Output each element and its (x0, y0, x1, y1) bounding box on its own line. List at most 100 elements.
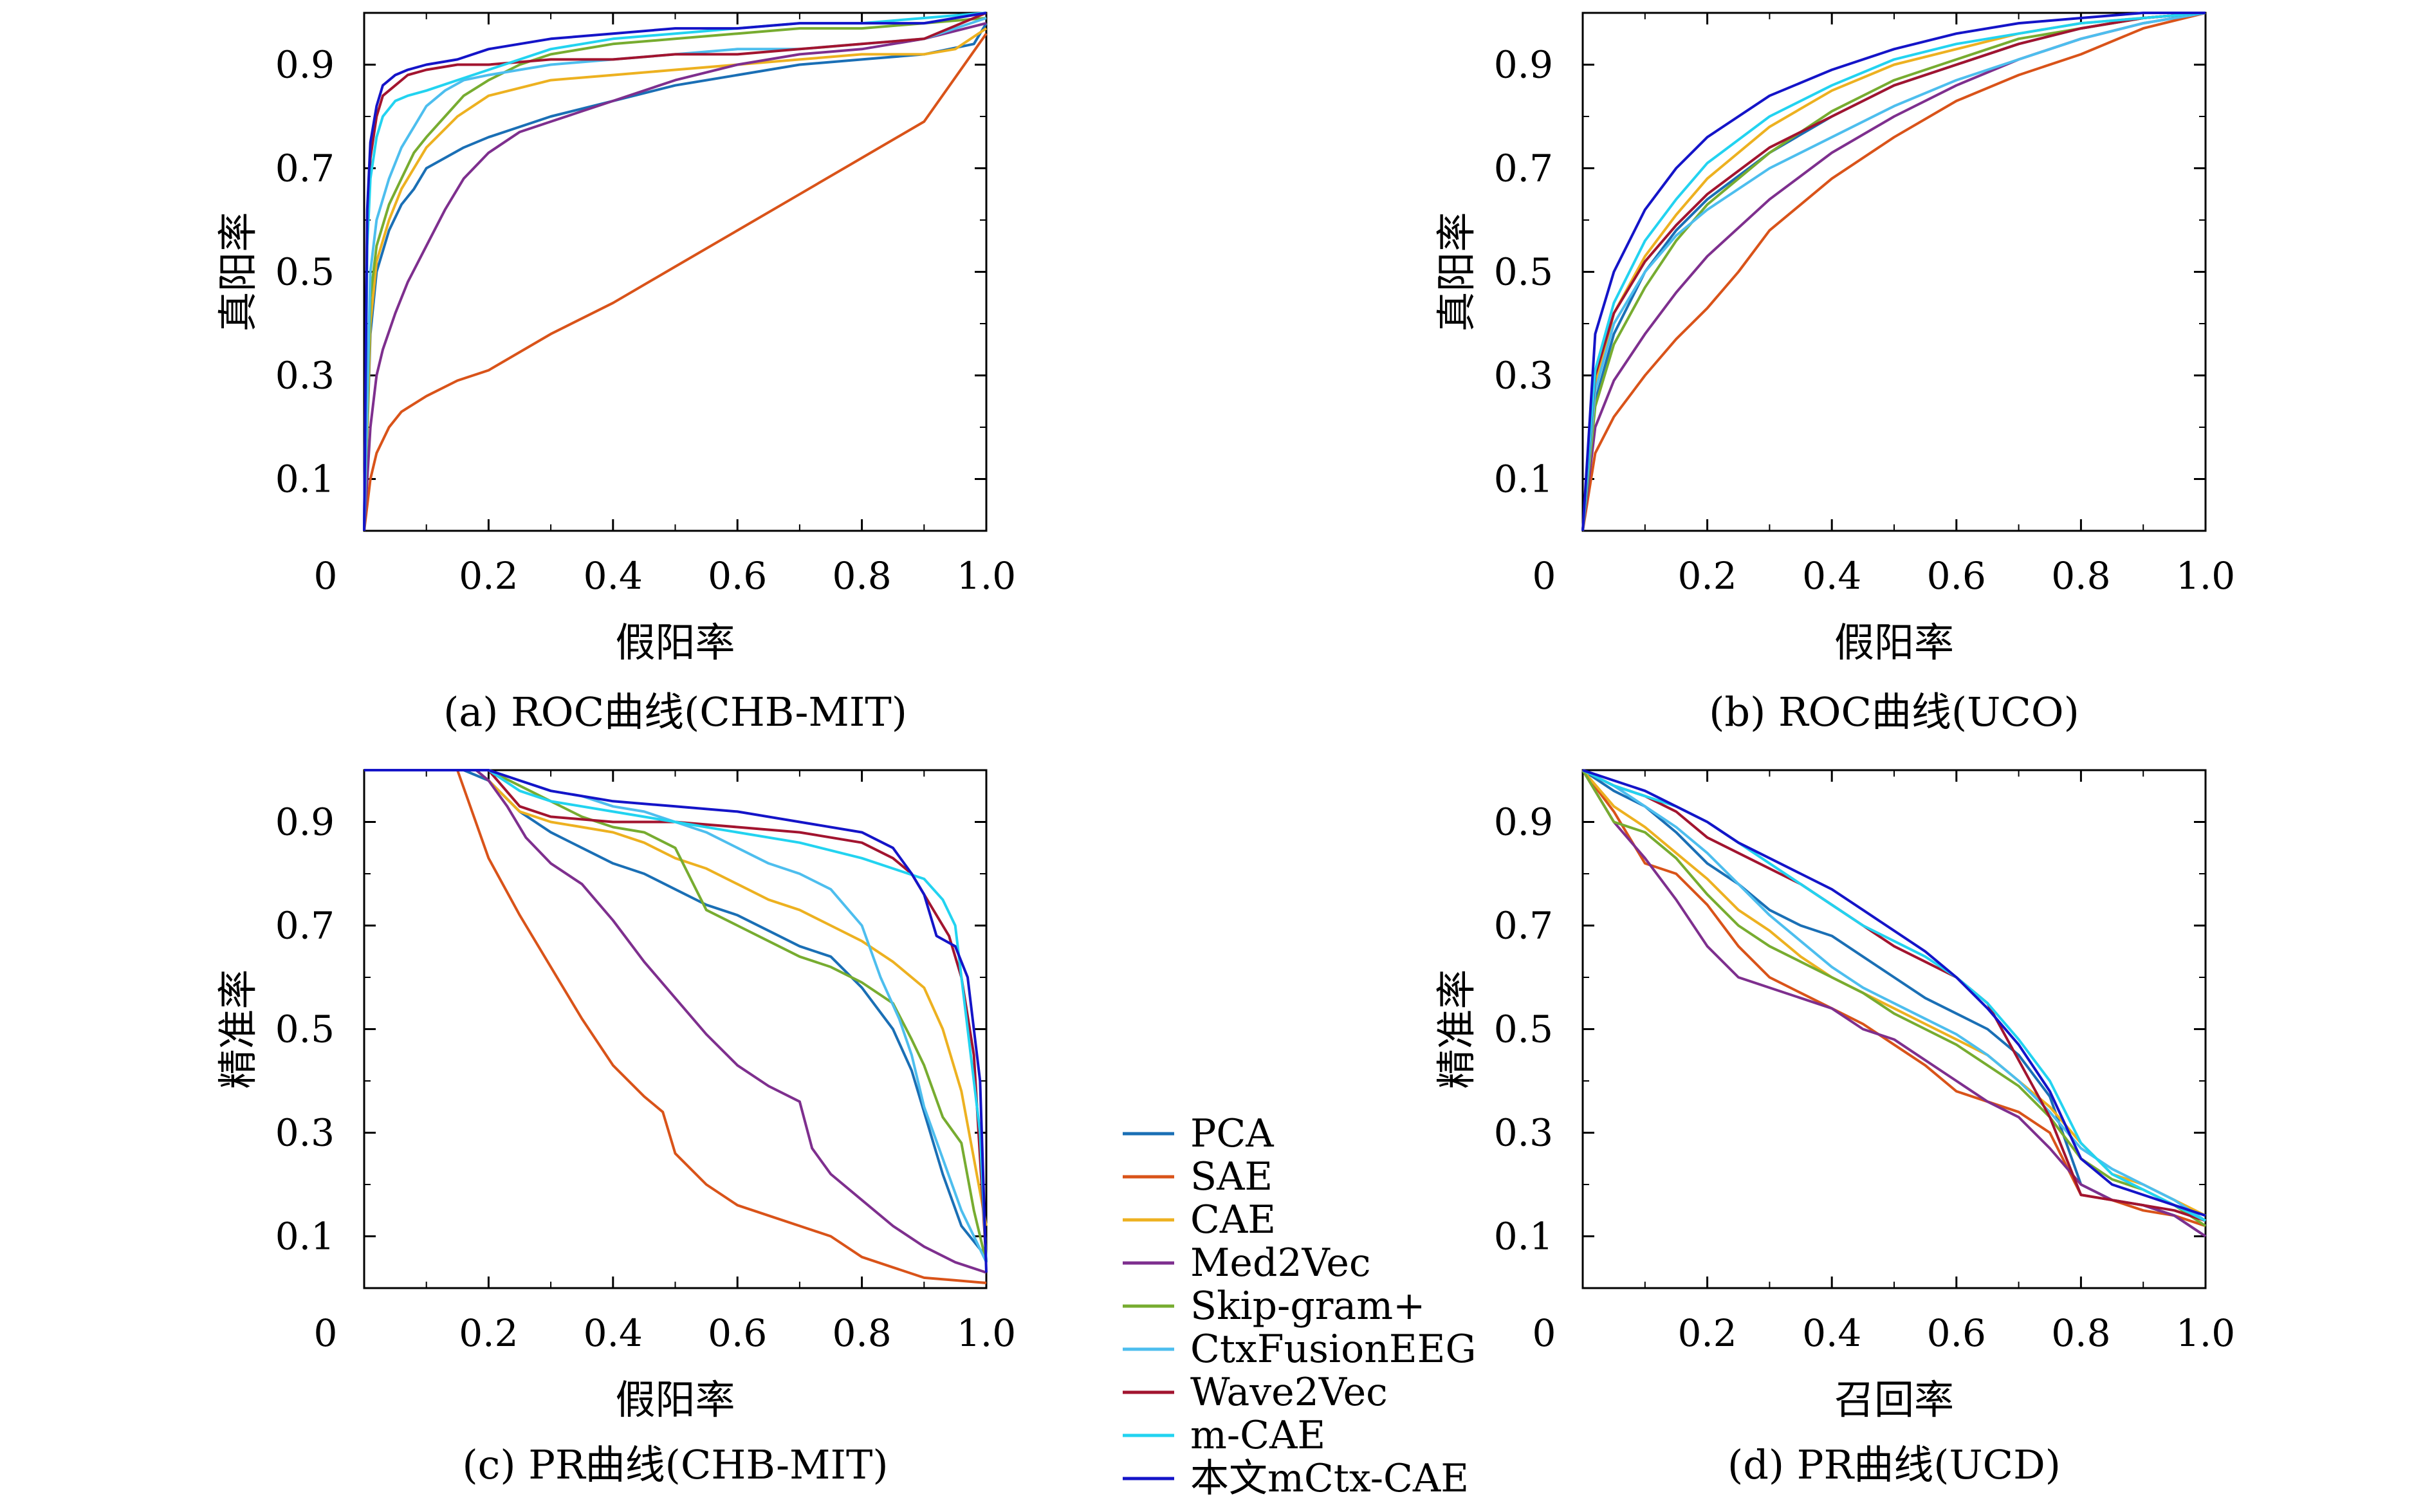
x-tick-label: 0 (1533, 554, 1556, 598)
series-line-本文mCtx-CAE (363, 12, 987, 531)
series-line-m-CAE (364, 769, 988, 1262)
y-tick-label: 0.3 (275, 1111, 335, 1155)
series-line-PCA (364, 769, 988, 1258)
y-axis-label: 精准率 (214, 969, 261, 1089)
y-tick-label: 0.3 (1494, 354, 1553, 398)
series-line-Wave2Vec (1582, 769, 2206, 1222)
legend: PCASAECAEMed2VecSkip-gram+CtxFusionEEGWa… (1123, 1111, 1476, 1501)
legend-label: CAE (1190, 1197, 1276, 1242)
panel-caption: (a) ROC曲线(CHB-MIT) (443, 688, 907, 735)
x-tick-label: 0 (1533, 1311, 1556, 1355)
series-line-m-CAE (1582, 769, 2206, 1222)
y-axis-label: 真阳率 (214, 212, 261, 331)
y-tick-label: 0.7 (1494, 904, 1553, 948)
x-tick-label: 0.6 (708, 554, 767, 598)
series-line-CtxFusionEEG (364, 769, 988, 1263)
series-line-本文mCtx-CAE (1581, 12, 2206, 531)
x-tick-label: 0.6 (1927, 1311, 1986, 1355)
series-line-PCA (363, 23, 988, 531)
legend-label: CtxFusionEEG (1190, 1327, 1476, 1372)
series-line-Wave2Vec (1581, 12, 2206, 531)
y-tick-label: 0.9 (275, 800, 335, 844)
x-tick-label: 0.4 (1802, 554, 1861, 598)
x-tick-label: 0.6 (708, 1311, 767, 1355)
series-line-Wave2Vec (363, 12, 987, 531)
y-tick-label: 0.9 (275, 43, 335, 87)
series-line-Med2Vec (1581, 769, 2207, 1238)
legend-label: SAE (1190, 1154, 1273, 1199)
y-tick-label: 0.1 (275, 1215, 335, 1258)
series-line-Med2Vec (364, 769, 987, 1274)
x-tick-label: 0.8 (2051, 1311, 2110, 1355)
y-tick-label: 0.5 (275, 250, 335, 294)
x-tick-label: 1.0 (957, 1311, 1016, 1355)
panel-b-roc-uco: 0.1 0.3 0.5 0.7 0.9 0 0.2 0.4 0.6 0.8 1.0 假阳率 真阳率 (b)… (1433, 12, 2235, 735)
series-line-SAE (363, 33, 988, 531)
x-tick-label: 0.4 (1802, 1311, 1861, 1355)
axes-frame (363, 12, 988, 532)
series-line-CAE (363, 27, 988, 531)
series-line-Skip-gram+ (364, 769, 988, 1263)
x-axis-label: 召回率 (1834, 1376, 1954, 1423)
series-line-m-CAE (363, 12, 987, 531)
series-line-CtxFusionEEG (1582, 769, 2207, 1222)
x-axis-label: 假阳率 (1834, 619, 1954, 666)
x-axis-label: 假阳率 (615, 1376, 735, 1423)
panel-caption: (c) PR曲线(CHB-MIT) (462, 1441, 888, 1488)
y-tick-label: 0.7 (275, 904, 335, 948)
series-line-本文mCtx-CAE (364, 769, 988, 1273)
y-axis-label: 精准率 (1433, 969, 1480, 1089)
x-tick-label: 0.6 (1927, 554, 1986, 598)
series-line-Skip-gram+ (1581, 769, 2207, 1228)
x-tick-label: 0.2 (459, 554, 518, 598)
legend-label: m-CAE (1190, 1413, 1325, 1458)
x-tick-label: 0.4 (584, 1311, 643, 1355)
y-tick-label: 0.5 (1494, 250, 1553, 294)
x-tick-label: 1.0 (2176, 1311, 2235, 1355)
y-tick-label: 0.7 (275, 147, 335, 190)
series-line-CtxFusionEEG (1581, 12, 2206, 531)
panel-a-roc-chb-mit: 0.1 0.3 0.5 0.7 0.9 0 0.2 0.4 0.6 0.8 1.0 假阳率 真阳率 (a)… (214, 12, 1016, 735)
series-line-CAE (364, 769, 988, 1226)
x-tick-label: 0.8 (832, 1311, 891, 1355)
x-tick-label: 0.2 (459, 1311, 518, 1355)
x-tick-label: 1.0 (2176, 554, 2235, 598)
axes-frame (1581, 12, 2207, 532)
series-line-本文mCtx-CAE (1582, 769, 2206, 1217)
y-tick-label: 0.7 (1494, 147, 1553, 190)
y-axis-label: 真阳率 (1433, 212, 1480, 331)
y-tick-label: 0.3 (1494, 1111, 1553, 1155)
series-line-PCA (1581, 12, 2206, 531)
y-tick-label: 0.5 (1494, 1008, 1553, 1051)
x-tick-label: 0.4 (584, 554, 643, 598)
series-line-SAE (1581, 769, 2206, 1228)
x-tick-label: 0.2 (1677, 1311, 1736, 1355)
y-tick-label: 0.3 (275, 354, 335, 398)
x-tick-label: 0.8 (2051, 554, 2110, 598)
series-line-Med2Vec (363, 22, 987, 531)
x-tick-label: 0 (314, 1311, 338, 1355)
legend-label: Med2Vec (1190, 1240, 1370, 1286)
series-line-CAE (1581, 12, 2206, 531)
y-tick-label: 0.1 (275, 457, 335, 501)
y-tick-label: 0.9 (1494, 800, 1553, 844)
series-line-Med2Vec (1581, 12, 2206, 531)
y-tick-label: 0.1 (1494, 457, 1553, 501)
x-tick-label: 1.0 (957, 554, 1016, 598)
y-tick-label: 0.1 (1494, 1215, 1553, 1258)
series-line-SAE (1581, 12, 2206, 531)
axes-frame (1581, 769, 2207, 1289)
panel-caption: (b) ROC曲线(UCO) (1709, 688, 2079, 735)
y-tick-label: 0.5 (275, 1008, 335, 1051)
y-tick-label: 0.9 (1494, 43, 1553, 87)
legend-label: Skip-gram+ (1190, 1284, 1425, 1329)
x-tick-label: 0.2 (1677, 554, 1736, 598)
series-line-Wave2Vec (364, 769, 988, 1262)
legend-label: 本文mCtx-CAE (1190, 1456, 1469, 1501)
legend-label: PCA (1190, 1111, 1274, 1156)
series-line-Skip-gram+ (363, 17, 987, 531)
panel-c-pr-chb-mit: 0.1 0.3 0.5 0.7 0.9 0 0.2 0.4 0.6 0.8 1.0 假阳率 精准率 (c)… (214, 769, 1016, 1488)
x-axis-label: 假阳率 (615, 619, 735, 666)
series-line-m-CAE (1581, 12, 2206, 531)
